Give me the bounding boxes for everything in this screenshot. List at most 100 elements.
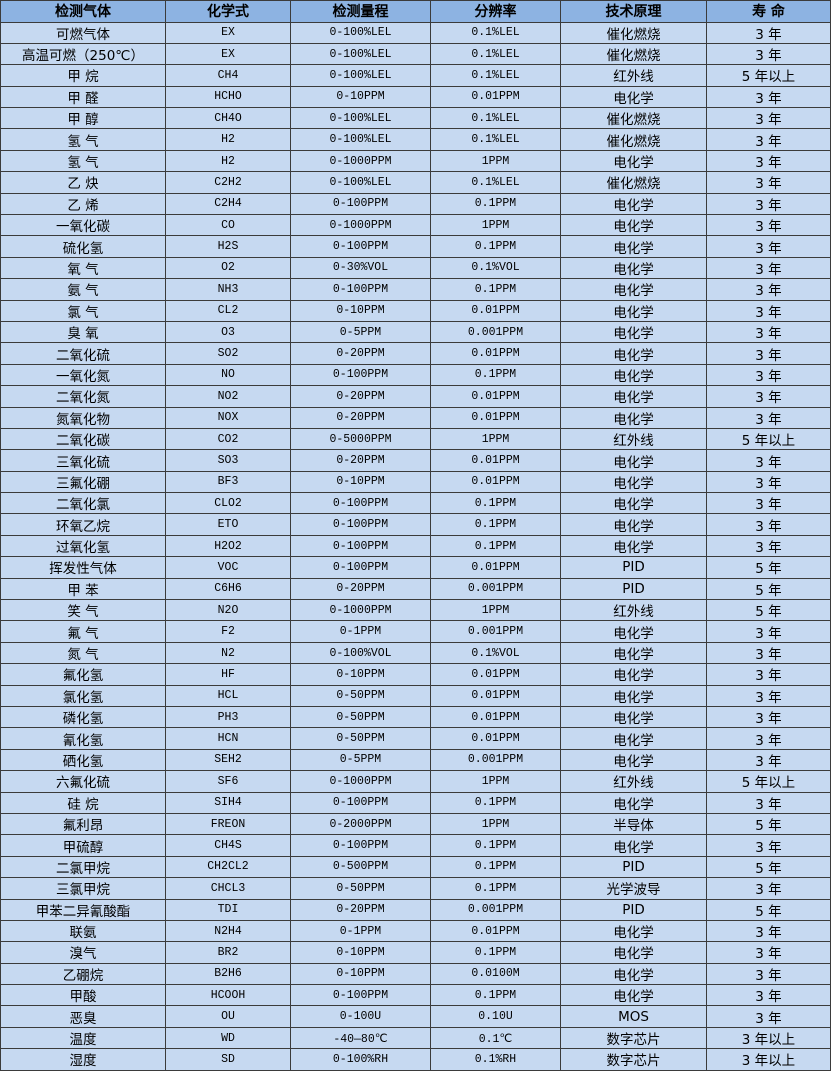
table-row: 臭 氧 O3 0-5PPM 0.001PPM 电化学 3 年 bbox=[0, 320, 831, 344]
cell-gas: 氧 气 bbox=[0, 256, 166, 280]
table-row: 甲 醛 HCHO 0-10PPM 0.01PPM 电化学 3 年 bbox=[0, 85, 831, 109]
cell-lifespan: 3 年 bbox=[706, 42, 831, 66]
table-row: 氢 气 H2 0-1000PPM 1PPM 电化学 3 年 bbox=[0, 149, 831, 173]
header-range: 检测量程 bbox=[290, 0, 431, 23]
cell-range: 0-100PPM bbox=[290, 834, 431, 857]
table-row: 二氯甲烷 CH2CL2 0-500PPM 0.1PPM PID 5 年 bbox=[0, 855, 831, 879]
cell-gas: 氟 气 bbox=[0, 620, 166, 643]
cell-principle: 电化学 bbox=[560, 149, 707, 173]
cell-range: 0-10PPM bbox=[290, 470, 431, 494]
cell-lifespan: 3 年 bbox=[706, 513, 831, 536]
cell-resolution: 1PPM bbox=[430, 214, 561, 237]
cell-range: 0-20PPM bbox=[290, 342, 431, 365]
cell-range: -40—80℃ bbox=[290, 1026, 431, 1050]
cell-lifespan: 5 年 bbox=[706, 556, 831, 579]
cell-principle: 催化燃烧 bbox=[560, 42, 707, 66]
cell-formula: C6H6 bbox=[165, 577, 291, 601]
cell-principle: MOS bbox=[560, 1005, 707, 1028]
cell-lifespan: 3 年 bbox=[706, 663, 831, 686]
cell-formula: SD bbox=[165, 1048, 291, 1071]
table-row: 甲硫醇 CH4S 0-100PPM 0.1PPM 电化学 3 年 bbox=[0, 834, 831, 857]
cell-resolution: 0.1℃ bbox=[430, 1026, 561, 1050]
cell-formula: N2H4 bbox=[165, 919, 291, 943]
cell-formula: SO2 bbox=[165, 342, 291, 365]
cell-range: 0-100PPM bbox=[290, 791, 431, 814]
cell-formula: C2H2 bbox=[165, 171, 291, 194]
table-row: 二氧化氯 CLO2 0-100PPM 0.1PPM 电化学 3 年 bbox=[0, 492, 831, 515]
table-row: 氮氧化物 NOX 0-20PPM 0.01PPM 电化学 3 年 bbox=[0, 406, 831, 429]
table-row: 氢 气 H2 0-100%LEL 0.1%LEL 催化燃烧 3 年 bbox=[0, 128, 831, 151]
cell-gas: 乙 烯 bbox=[0, 192, 166, 216]
cell-range: 0-100PPM bbox=[290, 278, 431, 301]
cell-formula: HCN bbox=[165, 727, 291, 750]
table-row: 高温可燃（250℃） EX 0-100%LEL 0.1%LEL 催化燃烧 3 年 bbox=[0, 42, 831, 66]
cell-resolution: 0.1PPM bbox=[430, 941, 561, 964]
cell-lifespan: 3 年 bbox=[706, 235, 831, 258]
cell-formula: N2O bbox=[165, 599, 291, 622]
cell-gas: 二氧化硫 bbox=[0, 342, 166, 365]
cell-range: 0-50PPM bbox=[290, 877, 431, 900]
table-row: 三氟化硼 BF3 0-10PPM 0.01PPM 电化学 3 年 bbox=[0, 470, 831, 494]
cell-formula: SF6 bbox=[165, 770, 291, 793]
cell-lifespan: 3 年 bbox=[706, 877, 831, 900]
cell-range: 0-10PPM bbox=[290, 962, 431, 986]
cell-range: 0-100PPM bbox=[290, 192, 431, 216]
cell-gas: 甲 烷 bbox=[0, 64, 166, 87]
cell-resolution: 0.01PPM bbox=[430, 727, 561, 750]
cell-formula: CH4S bbox=[165, 834, 291, 857]
cell-principle: 电化学 bbox=[560, 320, 707, 344]
cell-lifespan: 3 年 bbox=[706, 385, 831, 408]
cell-range: 0-5PPM bbox=[290, 320, 431, 344]
cell-range: 0-10PPM bbox=[290, 663, 431, 686]
cell-formula: EX bbox=[165, 42, 291, 66]
cell-formula: HCL bbox=[165, 684, 291, 708]
cell-lifespan: 3 年 bbox=[706, 85, 831, 109]
cell-range: 0-1PPM bbox=[290, 620, 431, 643]
cell-lifespan: 5 年 bbox=[706, 812, 831, 836]
table-row: 二氧化氮 NO2 0-20PPM 0.01PPM 电化学 3 年 bbox=[0, 385, 831, 408]
table-row: 三氧化硫 SO3 0-20PPM 0.01PPM 电化学 3 年 bbox=[0, 449, 831, 472]
table-row: 甲 烷 CH4 0-100%LEL 0.1%LEL 红外线 5 年以上 bbox=[0, 64, 831, 87]
cell-resolution: 0.1PPM bbox=[430, 855, 561, 879]
cell-principle: 催化燃烧 bbox=[560, 21, 707, 44]
cell-formula: H2S bbox=[165, 235, 291, 258]
cell-principle: 电化学 bbox=[560, 449, 707, 472]
cell-formula: OU bbox=[165, 1005, 291, 1028]
cell-formula: HF bbox=[165, 663, 291, 686]
cell-principle: 电化学 bbox=[560, 941, 707, 964]
cell-range: 0-100PPM bbox=[290, 492, 431, 515]
cell-formula: O3 bbox=[165, 320, 291, 344]
cell-formula: CH4 bbox=[165, 64, 291, 87]
cell-resolution: 0.1PPM bbox=[430, 513, 561, 536]
header-row: 检测气体 化学式 检测量程 分辨率 技术原理 寿 命 bbox=[0, 0, 831, 23]
cell-gas: 二氧化氯 bbox=[0, 492, 166, 515]
cell-range: 0-20PPM bbox=[290, 449, 431, 472]
cell-range: 0-100%RH bbox=[290, 1048, 431, 1071]
header-formula: 化学式 bbox=[165, 0, 291, 23]
cell-formula: CH4O bbox=[165, 107, 291, 130]
table-row: 二氧化碳 CO2 0-5000PPM 1PPM 红外线 5 年以上 bbox=[0, 427, 831, 451]
cell-lifespan: 3 年 bbox=[706, 791, 831, 814]
cell-lifespan: 3 年 bbox=[706, 214, 831, 237]
cell-lifespan: 3 年 bbox=[706, 984, 831, 1007]
cell-formula: CLO2 bbox=[165, 492, 291, 515]
table-row: 甲 醇 CH4O 0-100%LEL 0.1%LEL 催化燃烧 3 年 bbox=[0, 107, 831, 130]
cell-principle: 电化学 bbox=[560, 834, 707, 857]
cell-lifespan: 3 年 bbox=[706, 1005, 831, 1028]
cell-range: 0-100U bbox=[290, 1005, 431, 1028]
cell-formula: B2H6 bbox=[165, 962, 291, 986]
cell-formula: TDI bbox=[165, 898, 291, 921]
cell-gas: 硫化氢 bbox=[0, 235, 166, 258]
cell-gas: 高温可燃（250℃） bbox=[0, 42, 166, 66]
cell-range: 0-1PPM bbox=[290, 919, 431, 943]
cell-range: 0-5000PPM bbox=[290, 427, 431, 451]
cell-range: 0-2000PPM bbox=[290, 812, 431, 836]
cell-principle: 数字芯片 bbox=[560, 1026, 707, 1050]
cell-principle: 催化燃烧 bbox=[560, 128, 707, 151]
cell-resolution: 0.01PPM bbox=[430, 684, 561, 708]
cell-principle: 电化学 bbox=[560, 470, 707, 494]
cell-resolution: 0.001PPM bbox=[430, 577, 561, 601]
cell-resolution: 0.01PPM bbox=[430, 85, 561, 109]
cell-lifespan: 3 年 bbox=[706, 128, 831, 151]
cell-resolution: 0.0100M bbox=[430, 962, 561, 986]
